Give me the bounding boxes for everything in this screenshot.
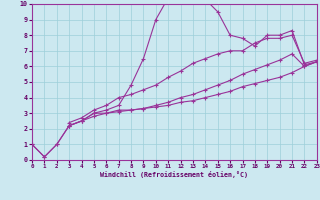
X-axis label: Windchill (Refroidissement éolien,°C): Windchill (Refroidissement éolien,°C) (100, 171, 248, 178)
